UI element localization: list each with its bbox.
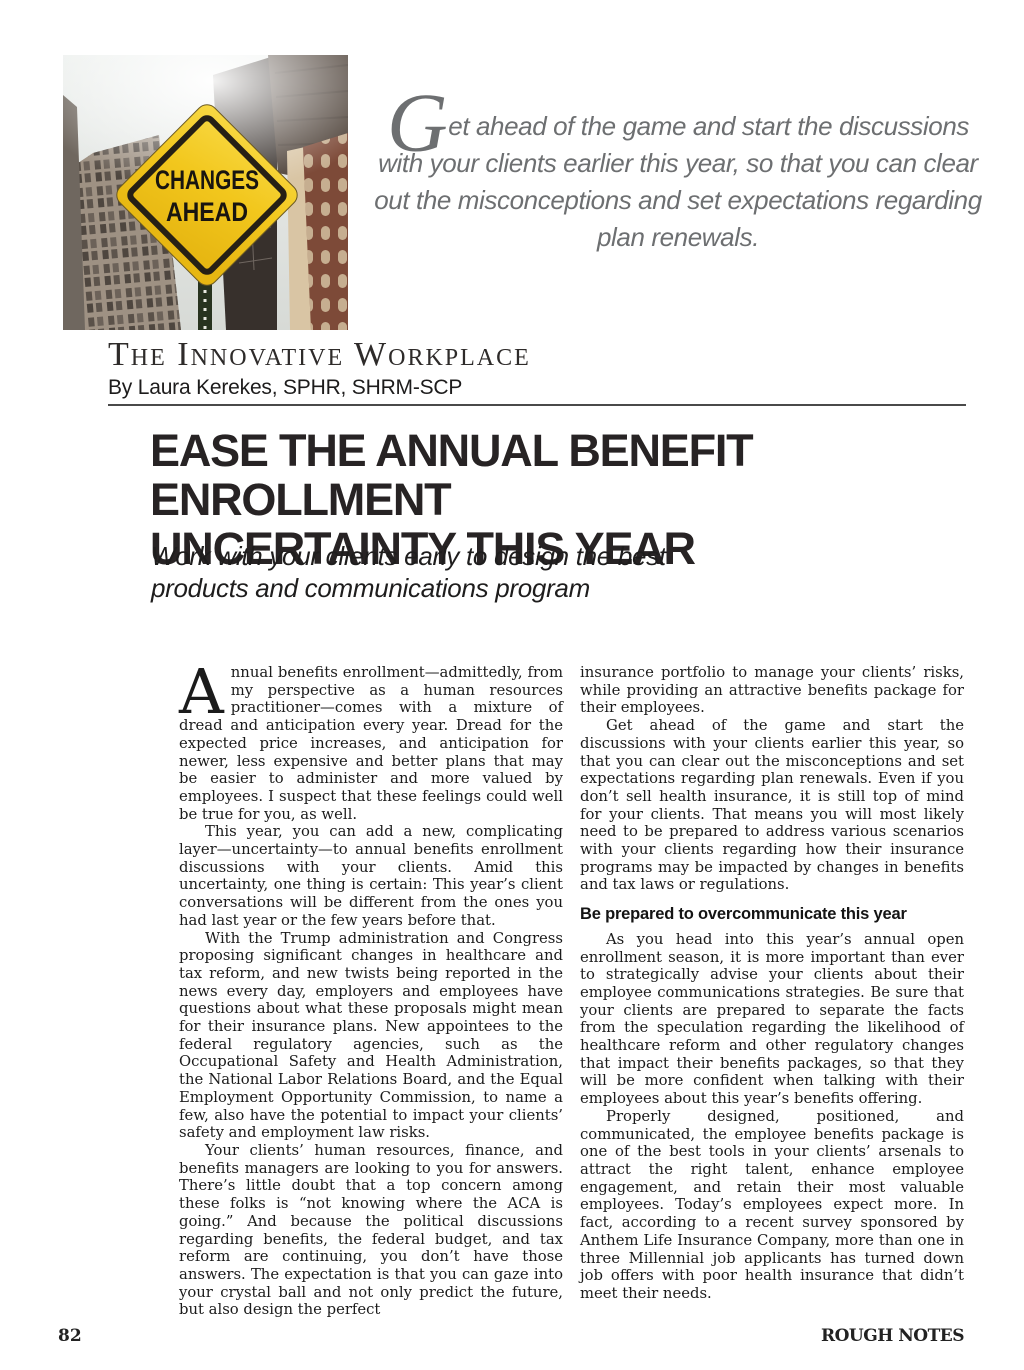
pull-quote-text: et ahead of the game and start the discu… (374, 111, 982, 252)
sign-text-line2: AHEAD (166, 197, 248, 227)
column-title: The Innovative Workplace (108, 336, 531, 373)
article-subtitle: Work with your clients early to design t… (151, 541, 666, 603)
changes-ahead-sign: CHANGES AHEAD (116, 104, 298, 286)
article-headline: EASE THE ANNUAL BENEFIT ENROLLMENT UNCER… (150, 426, 890, 573)
drop-cap: A (179, 655, 224, 728)
changes-ahead-illustration: CHANGES AHEAD (63, 55, 349, 330)
body-column-right: insurance portfolio to manage your clien… (580, 664, 964, 1303)
header-rule (108, 404, 966, 406)
section-subhead: Be prepared to overcommunicate this year (580, 905, 907, 924)
byline: By Laura Kerekes, SPHR, SHRM-SCP (108, 376, 463, 399)
changes-ahead-photo: CHANGES AHEAD (63, 55, 349, 330)
page-number: 82 (58, 1326, 82, 1346)
paragraph: This year, you can add a new, complicati… (179, 823, 563, 929)
paragraph: As you head into this year’s annual open… (580, 930, 964, 1108)
magazine-name: ROUGH NOTES (821, 1326, 965, 1346)
paragraph: Your clients’ human resources, finance, … (179, 1141, 563, 1319)
paragraph: Properly designed, positioned, and commu… (580, 1107, 964, 1302)
paragraph-text: nnual benefits enrollment—admittedly, fr… (179, 664, 563, 823)
headline-line1: EASE THE ANNUAL BENEFIT ENROLLMENT (150, 425, 754, 525)
headline-line2: UNCERTAINTY THIS YEAR (150, 523, 696, 574)
paragraph: Get ahead of the game and start the disc… (580, 717, 964, 894)
pull-quote: Get ahead of the game and start the disc… (372, 82, 984, 256)
paragraph: insurance portfolio to manage your clien… (580, 664, 964, 717)
paragraph: With the Trump administration and Congre… (179, 929, 563, 1142)
sign-text-line1: CHANGES (155, 165, 259, 195)
